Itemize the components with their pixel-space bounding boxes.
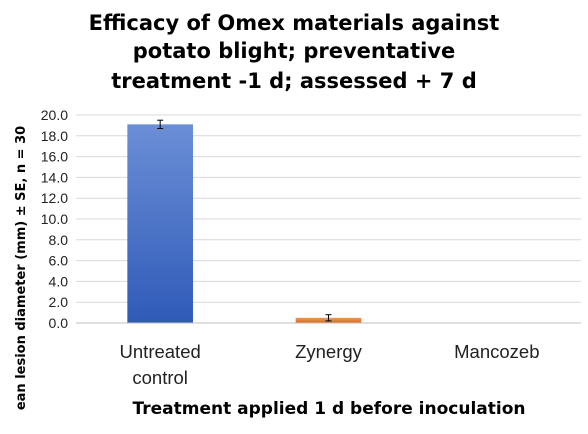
y-tick-label: 10.0 <box>41 211 68 227</box>
y-tick-label: 14.0 <box>41 169 68 185</box>
chart-title-line-3: treatment -1 d; assessed + 7 d <box>111 69 477 93</box>
y-tick-label: 16.0 <box>41 149 68 165</box>
y-tick-label: 0.0 <box>49 315 69 331</box>
x-category-label: Zynergy <box>295 341 363 362</box>
y-tick-label: 6.0 <box>49 253 69 269</box>
x-category-label: control <box>132 367 188 388</box>
x-axis-category-labels: Untreated control Zynergy Mancozeb <box>120 341 540 388</box>
y-tick-label: 20.0 <box>41 107 68 123</box>
y-tick-label: 2.0 <box>49 294 69 310</box>
chart-title-line-2: potato blight; preventative <box>133 39 456 63</box>
y-axis-tick-labels: 0.0 2.0 4.0 6.0 8.0 10.0 12.0 14.0 16.0 18.0 20.0 <box>41 107 68 331</box>
y-tick-label: 18.0 <box>41 128 68 144</box>
error-bar-1 <box>325 314 332 322</box>
error-bar-0 <box>157 119 164 130</box>
error-bars <box>157 119 332 322</box>
x-category-label: Untreated <box>120 341 201 362</box>
x-category-label: Mancozeb <box>454 341 539 362</box>
bars <box>127 124 362 323</box>
x-axis-title: Treatment applied 1 d before inoculation <box>133 399 526 419</box>
y-axis-title: ean lesion diameter (mm) ± SE, n = 30 <box>14 126 29 410</box>
bar-0 <box>127 124 193 323</box>
chart-title-line-1: Efficacy of Omex materials against <box>89 11 500 35</box>
y-tick-label: 4.0 <box>49 273 69 289</box>
y-tick-label: 8.0 <box>49 232 69 248</box>
y-tick-label: 12.0 <box>41 190 68 206</box>
